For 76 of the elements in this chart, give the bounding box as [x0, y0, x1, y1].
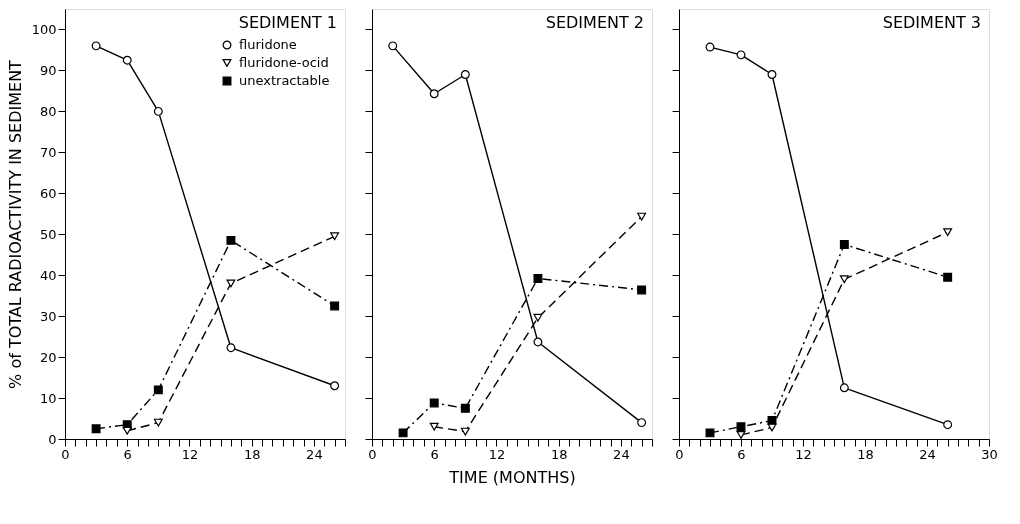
y-tick-label: 60 [39, 185, 57, 201]
point [637, 285, 647, 295]
x-axis-title: TIME (MONTHS) [448, 467, 576, 487]
legend-label: unextractable [239, 73, 330, 88]
point [330, 232, 340, 241]
point [637, 212, 647, 221]
point [122, 55, 132, 65]
point [767, 416, 777, 426]
point [736, 50, 746, 60]
point [153, 385, 163, 395]
chart-title: SEDIMENT 3 [882, 13, 981, 32]
point [226, 279, 236, 288]
point [398, 428, 408, 438]
x-tick-label: 18 [550, 446, 568, 462]
point [429, 398, 439, 408]
point [839, 383, 849, 393]
x-tick-label: 12 [181, 446, 199, 462]
point [91, 424, 101, 434]
x-tick-label: 18 [857, 446, 874, 462]
y-tick-label: 30 [39, 308, 57, 324]
chart-title: SEDIMENT 1 [238, 13, 337, 32]
y-tick-label: 100 [31, 21, 57, 37]
x-tick-label: 6 [123, 446, 132, 462]
point [330, 381, 340, 391]
y-tick-label: 20 [39, 349, 57, 365]
point [736, 430, 746, 439]
point [767, 423, 777, 432]
point [460, 427, 470, 436]
point [388, 41, 398, 51]
point [839, 240, 849, 249]
y-tick-label: 70 [39, 144, 57, 160]
x-tick-label: 24 [919, 446, 936, 462]
point [330, 301, 340, 311]
x-tick-label: 0 [675, 446, 684, 462]
point [637, 418, 647, 428]
point [460, 403, 470, 413]
point [153, 418, 163, 427]
point [736, 422, 746, 432]
x-tick-label: 6 [737, 446, 746, 462]
point [460, 70, 470, 79]
x-tick-label: 12 [488, 446, 506, 462]
point [943, 272, 953, 282]
point [533, 273, 543, 283]
x-tick-label: 24 [306, 446, 323, 462]
y-axis-title: % of TOTAL RADIOACTIVITY IN SEDIMENT [5, 59, 25, 389]
x-tick-label: 0 [61, 446, 70, 462]
y-tick-label: 50 [39, 226, 57, 242]
point [943, 228, 953, 237]
legend-label: fluridone [239, 37, 297, 52]
point [767, 70, 777, 79]
point [226, 235, 236, 245]
point [705, 428, 715, 438]
y-tick-label: 80 [39, 103, 57, 119]
point [533, 337, 543, 347]
y-tick-label: 10 [39, 390, 57, 406]
x-tick-label: 12 [795, 446, 812, 462]
x-tick-label: 18 [243, 446, 261, 462]
point [122, 426, 132, 435]
y-tick-label: 40 [39, 267, 57, 283]
point [705, 42, 715, 52]
point [839, 275, 849, 284]
point [153, 106, 163, 116]
x-tick-label: 30 [981, 446, 998, 462]
y-tick-label: 0 [48, 431, 57, 447]
point [429, 89, 439, 99]
point [91, 41, 101, 51]
point [226, 343, 236, 353]
x-tick-label: 0 [368, 446, 377, 462]
point [429, 422, 439, 431]
x-tick-label: 6 [430, 446, 439, 462]
chart-title: SEDIMENT 2 [545, 13, 644, 32]
legend-label: fluridone-ocid [239, 55, 329, 70]
x-tick-label: 24 [613, 446, 630, 462]
y-tick-label: 90 [39, 62, 57, 78]
point [943, 420, 953, 430]
point [533, 313, 543, 322]
